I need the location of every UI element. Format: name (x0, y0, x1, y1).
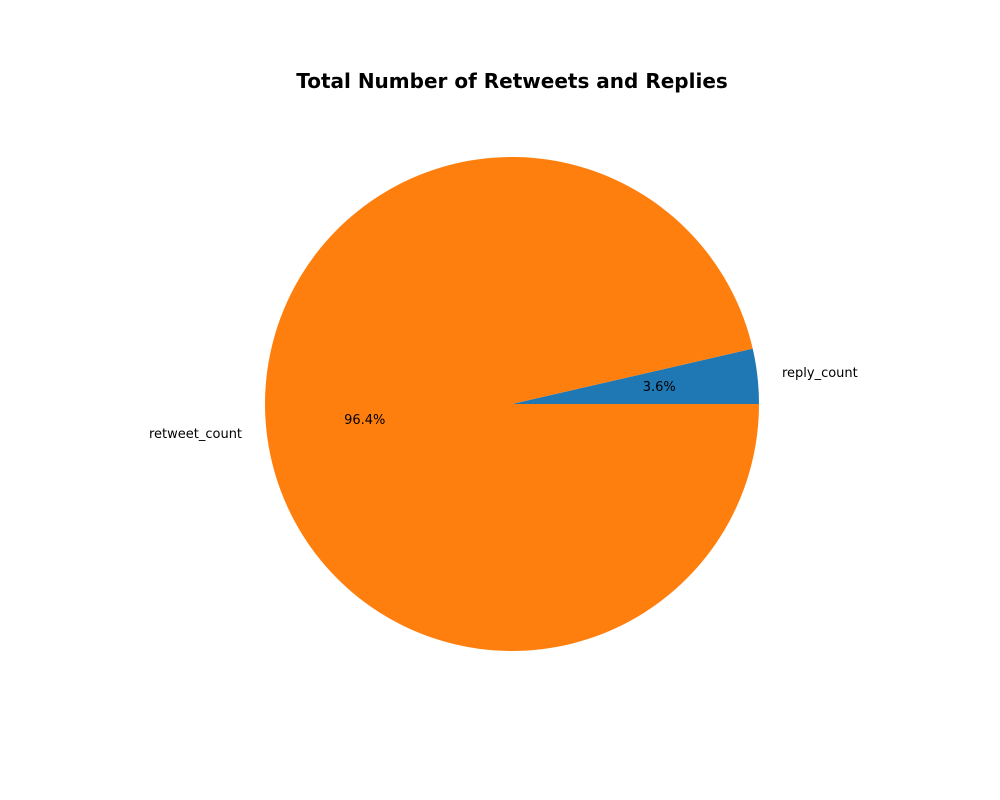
slice-label-reply-count: reply_count (782, 366, 858, 381)
pie-slices (265, 156, 759, 651)
chart-title: Total Number of Retweets and Replies (296, 69, 728, 93)
pie-labels: reply_count 3.6% retweet_count 96.4% (149, 366, 858, 442)
slice-percent-retweet-count: 96.4% (344, 413, 385, 428)
slice-label-retweet-count: retweet_count (149, 427, 242, 442)
pie-slice-retweet-count (265, 156, 759, 651)
slice-percent-reply-count: 3.6% (643, 380, 676, 395)
pie-slice-reply-count (512, 348, 759, 404)
